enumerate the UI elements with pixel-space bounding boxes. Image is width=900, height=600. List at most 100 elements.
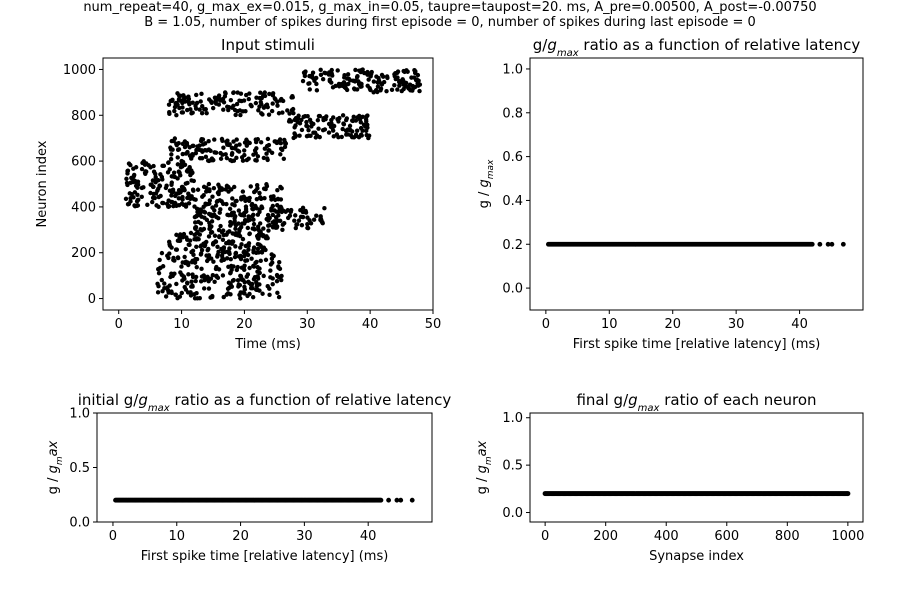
spike-point <box>175 147 181 153</box>
spike-point <box>135 192 140 198</box>
spike-point <box>237 142 242 147</box>
x-tick-label: 600 <box>714 529 739 544</box>
spike-point <box>375 84 381 89</box>
spike-point <box>264 234 269 239</box>
spike-point <box>240 195 245 201</box>
spike-point <box>262 146 268 151</box>
axes-frame <box>102 57 434 311</box>
spike-point <box>342 73 347 78</box>
spike-point <box>190 170 195 175</box>
spike-point <box>277 207 282 213</box>
spike-point <box>202 107 207 112</box>
spike-point <box>198 99 203 104</box>
spike-point <box>150 178 156 183</box>
spike-point <box>195 296 200 301</box>
spike-point <box>203 154 209 160</box>
spike-point <box>375 80 380 85</box>
spike-point <box>270 212 276 218</box>
spike-point <box>255 242 261 247</box>
spike-point <box>290 95 295 100</box>
x-tick-label: 1000 <box>831 529 864 544</box>
spike-point <box>413 69 418 74</box>
spike-point <box>275 202 280 208</box>
spike-point <box>233 251 238 256</box>
spike-point <box>417 88 422 94</box>
spike-point <box>277 266 283 272</box>
axes-frame <box>96 412 433 523</box>
spike-point <box>365 113 370 118</box>
spike-point <box>235 233 240 238</box>
spike-point <box>187 165 192 171</box>
title-part: g/ <box>533 36 549 54</box>
spike-point <box>318 72 324 78</box>
spike-point <box>297 121 303 126</box>
spike-point <box>395 87 400 92</box>
spike-point <box>216 227 222 233</box>
spike-point <box>375 89 380 95</box>
spike-point <box>168 98 173 104</box>
spike-point <box>240 236 246 242</box>
spike-point <box>251 221 257 227</box>
spike-point <box>378 86 384 91</box>
spike-point <box>218 207 223 212</box>
title-part: ratio of each neuron <box>659 391 816 409</box>
spike-point <box>222 249 227 255</box>
spike-point <box>208 213 214 218</box>
title-part: initial g/ <box>78 391 140 409</box>
spike-point <box>156 194 161 200</box>
y-tick-label: 0.0 <box>69 516 90 531</box>
spike-point <box>280 222 286 227</box>
spike-point <box>186 100 192 105</box>
spike-point <box>228 157 233 163</box>
spike-point <box>202 141 208 146</box>
spike-point <box>224 201 229 207</box>
spike-point <box>245 225 251 231</box>
spike-point <box>189 111 194 116</box>
x-tick-label: 30 <box>296 529 313 544</box>
x-tick-label: 20 <box>236 317 253 332</box>
spike-point <box>266 148 271 153</box>
spike-point <box>175 91 180 96</box>
spike-point <box>254 280 259 285</box>
y-axis-label-part: g / <box>477 187 492 208</box>
spike-point <box>304 133 310 139</box>
spike-point <box>282 144 288 150</box>
spike-point <box>243 198 248 204</box>
spike-point <box>281 156 287 161</box>
spike-point <box>242 140 248 145</box>
y-tick-label: 800 <box>71 109 96 124</box>
spike-point <box>169 138 174 144</box>
spike-point <box>185 195 190 201</box>
spike-point <box>356 135 362 140</box>
spike-point <box>250 226 255 231</box>
spike-point <box>347 128 353 133</box>
spike-point <box>303 208 308 214</box>
spike-point <box>397 83 402 88</box>
latency-point <box>398 497 404 503</box>
spike-point <box>199 156 205 161</box>
spike-point <box>353 67 358 73</box>
title-part: g <box>138 391 148 409</box>
spike-point <box>267 222 272 228</box>
x-tick-label: 10 <box>173 317 190 332</box>
latency-point <box>840 241 846 247</box>
spike-point <box>317 134 322 140</box>
spike-point <box>192 214 198 220</box>
y-tick-label: 1000 <box>63 63 96 78</box>
y-tick-label: 600 <box>71 155 96 170</box>
y-axis-label: g / gmax <box>46 440 65 494</box>
y-tick-label: 0.5 <box>69 461 90 476</box>
spike-point <box>333 83 338 89</box>
y-axis-label-part: m <box>55 456 65 465</box>
spike-point <box>330 73 335 78</box>
spike-point <box>221 246 226 251</box>
spike-point <box>392 82 397 88</box>
spike-point <box>253 203 258 209</box>
spike-point <box>135 197 141 203</box>
data-points <box>113 497 415 503</box>
spike-point <box>242 148 247 153</box>
y-tick-label: 0.2 <box>502 238 523 253</box>
spike-point <box>354 128 360 133</box>
spike-point <box>221 294 226 300</box>
spike-point <box>318 214 323 219</box>
